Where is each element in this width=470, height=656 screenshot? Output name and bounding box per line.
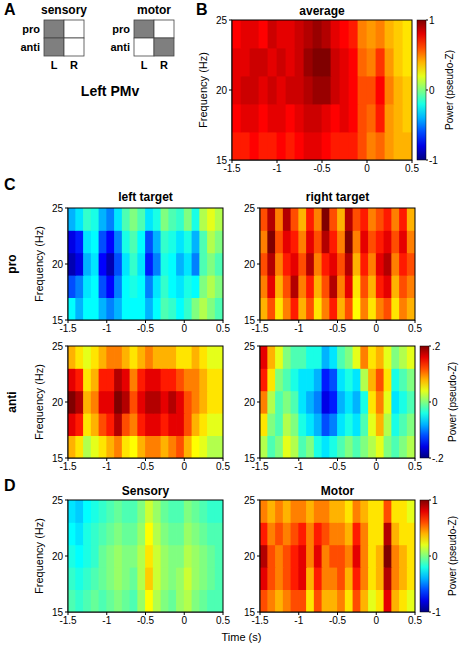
svg-text:0: 0 xyxy=(429,85,435,96)
svg-text:-1: -1 xyxy=(102,461,111,472)
svg-text:0.5: 0.5 xyxy=(216,461,230,472)
svg-text:-1.5: -1.5 xyxy=(251,323,269,335)
svg-text:-1: -1 xyxy=(102,615,111,626)
svg-text:pro: pro xyxy=(5,254,19,273)
svg-text:25: 25 xyxy=(52,495,64,506)
svg-text:25: 25 xyxy=(244,495,256,506)
svg-text:-1: -1 xyxy=(273,163,282,174)
svg-text:-0.5: -0.5 xyxy=(137,323,155,334)
svg-text:anti: anti xyxy=(5,391,19,412)
svg-text:15: 15 xyxy=(244,315,256,326)
svg-text:Power (pseudo-Z): Power (pseudo-Z) xyxy=(447,362,458,442)
svg-text:25: 25 xyxy=(52,341,64,352)
svg-text:-1.5: -1.5 xyxy=(223,163,241,175)
svg-text:0.5: 0.5 xyxy=(408,615,422,626)
svg-text:C: C xyxy=(4,176,16,193)
svg-text:15: 15 xyxy=(216,155,228,166)
svg-text:Frequency (Hz): Frequency (Hz) xyxy=(33,364,45,440)
svg-text:-0.5: -0.5 xyxy=(137,461,155,472)
svg-text:right target: right target xyxy=(306,190,369,204)
svg-text:20: 20 xyxy=(216,85,228,96)
svg-text:-1: -1 xyxy=(102,323,111,334)
svg-text:.2: .2 xyxy=(432,341,441,352)
svg-text:1: 1 xyxy=(429,15,435,26)
svg-text:0: 0 xyxy=(181,323,187,334)
svg-text:R: R xyxy=(160,59,168,71)
svg-text:-1.5: -1.5 xyxy=(59,461,77,473)
svg-text:Power (pseudo-Z): Power (pseudo-Z) xyxy=(444,50,455,130)
svg-text:-1.5: -1.5 xyxy=(59,323,77,335)
svg-text:L: L xyxy=(141,59,148,71)
svg-text:0.5: 0.5 xyxy=(216,615,230,626)
svg-text:Power (pseudo-Z): Power (pseudo-Z) xyxy=(447,516,458,596)
svg-text:D: D xyxy=(4,477,16,494)
svg-text:25: 25 xyxy=(244,203,256,214)
svg-text:R: R xyxy=(70,59,78,71)
svg-text:25: 25 xyxy=(244,341,256,352)
svg-text:-0.5: -0.5 xyxy=(329,461,347,472)
svg-text:B: B xyxy=(196,1,208,18)
svg-text:-1.5: -1.5 xyxy=(251,461,269,473)
svg-text:Time (s): Time (s) xyxy=(222,631,262,643)
svg-text:0: 0 xyxy=(181,461,187,472)
svg-text:20: 20 xyxy=(52,397,64,408)
svg-text:0.5: 0.5 xyxy=(405,163,419,174)
svg-text:15: 15 xyxy=(244,607,256,618)
svg-text:-1: -1 xyxy=(294,461,303,472)
svg-text:0.5: 0.5 xyxy=(216,323,230,334)
svg-text:left target: left target xyxy=(118,190,173,204)
svg-text:0.5: 0.5 xyxy=(408,323,422,334)
svg-text:15: 15 xyxy=(244,453,256,464)
svg-text:pro: pro xyxy=(22,23,40,35)
svg-text:anti: anti xyxy=(110,41,130,53)
svg-text:-1.5: -1.5 xyxy=(251,615,269,627)
svg-text:20: 20 xyxy=(244,259,256,270)
svg-text:-0.5: -0.5 xyxy=(329,615,347,626)
svg-text:-.2: -.2 xyxy=(432,453,444,464)
svg-text:motor: motor xyxy=(137,3,171,17)
svg-text:-0.5: -0.5 xyxy=(137,615,155,626)
svg-text:pro: pro xyxy=(112,23,130,35)
svg-text:20: 20 xyxy=(244,397,256,408)
svg-text:-1: -1 xyxy=(432,607,441,618)
svg-text:0: 0 xyxy=(373,461,379,472)
svg-text:average: average xyxy=(299,4,345,18)
svg-text:15: 15 xyxy=(52,315,64,326)
svg-text:-1: -1 xyxy=(429,155,438,166)
svg-text:25: 25 xyxy=(52,203,64,214)
svg-text:sensory: sensory xyxy=(41,3,87,17)
svg-text:Frequency (Hz): Frequency (Hz) xyxy=(33,226,45,302)
svg-text:0: 0 xyxy=(373,615,379,626)
svg-text:-1: -1 xyxy=(294,323,303,334)
svg-text:20: 20 xyxy=(244,551,256,562)
svg-text:Sensory: Sensory xyxy=(122,484,170,498)
svg-text:0: 0 xyxy=(364,163,370,174)
svg-text:anti: anti xyxy=(20,41,40,53)
svg-text:20: 20 xyxy=(52,551,64,562)
svg-text:0: 0 xyxy=(373,323,379,334)
svg-text:A: A xyxy=(4,1,16,18)
svg-text:-1: -1 xyxy=(294,615,303,626)
svg-text:15: 15 xyxy=(52,453,64,464)
svg-text:-0.5: -0.5 xyxy=(329,323,347,334)
svg-text:-1.5: -1.5 xyxy=(59,615,77,627)
svg-text:15: 15 xyxy=(52,607,64,618)
svg-text:0: 0 xyxy=(432,551,438,562)
svg-text:0.5: 0.5 xyxy=(408,461,422,472)
svg-text:Frequency (Hz): Frequency (Hz) xyxy=(197,52,209,128)
svg-text:0: 0 xyxy=(181,615,187,626)
svg-text:0: 0 xyxy=(432,397,438,408)
svg-text:-0.5: -0.5 xyxy=(313,163,331,174)
svg-text:Motor: Motor xyxy=(321,484,355,498)
svg-text:L: L xyxy=(51,59,58,71)
svg-text:20: 20 xyxy=(52,259,64,270)
svg-text:Frequency (Hz): Frequency (Hz) xyxy=(33,518,45,594)
svg-text:1: 1 xyxy=(432,495,438,506)
svg-text:Left PMv: Left PMv xyxy=(81,83,140,99)
svg-text:25: 25 xyxy=(216,15,228,26)
